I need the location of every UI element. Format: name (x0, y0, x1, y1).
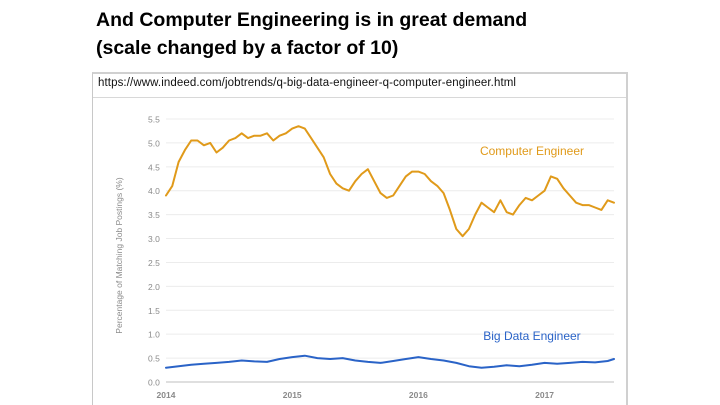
slide-title: And Computer Engineering is in great dem… (96, 6, 696, 62)
url-divider (93, 97, 626, 98)
y-tick-label: 4.5 (148, 162, 160, 172)
y-tick-label: 0.0 (148, 378, 160, 388)
series-line-computer-engineer (165, 125, 615, 238)
y-tick-label: 1.5 (148, 306, 160, 316)
y-tick-label: 1.0 (148, 330, 160, 340)
y-axis-title: Percentage of Matching Job Postings (%) (114, 177, 124, 334)
y-tick-label: 2.5 (148, 258, 160, 268)
y-tick-label: 3.5 (148, 210, 160, 220)
x-tick-label: 2016 (409, 390, 428, 400)
series-label-big-data-engineer: Big Data Engineer (483, 329, 580, 343)
series-label-computer-engineer: Computer Engineer (480, 144, 584, 158)
x-tick-label: 2015 (283, 390, 302, 400)
y-tick-label: 2.0 (148, 282, 160, 292)
series-line-big-data-engineer (165, 354, 615, 369)
y-tick-label: 5.0 (148, 138, 160, 148)
y-tick-label: 5.5 (148, 115, 160, 125)
y-tick-label: 4.0 (148, 186, 160, 196)
source-url[interactable]: https://www.indeed.com/jobtrends/q-big-d… (98, 77, 517, 89)
y-tick-label: 3.0 (148, 234, 160, 244)
x-tick-label: 2014 (157, 390, 176, 400)
slide-title-line-2: (scale changed by a factor of 10) (96, 37, 399, 59)
slide-title-line-1: And Computer Engineering is in great dem… (96, 9, 528, 31)
y-tick-label: 0.5 (148, 354, 160, 364)
x-tick-label: 2017 (535, 390, 554, 400)
